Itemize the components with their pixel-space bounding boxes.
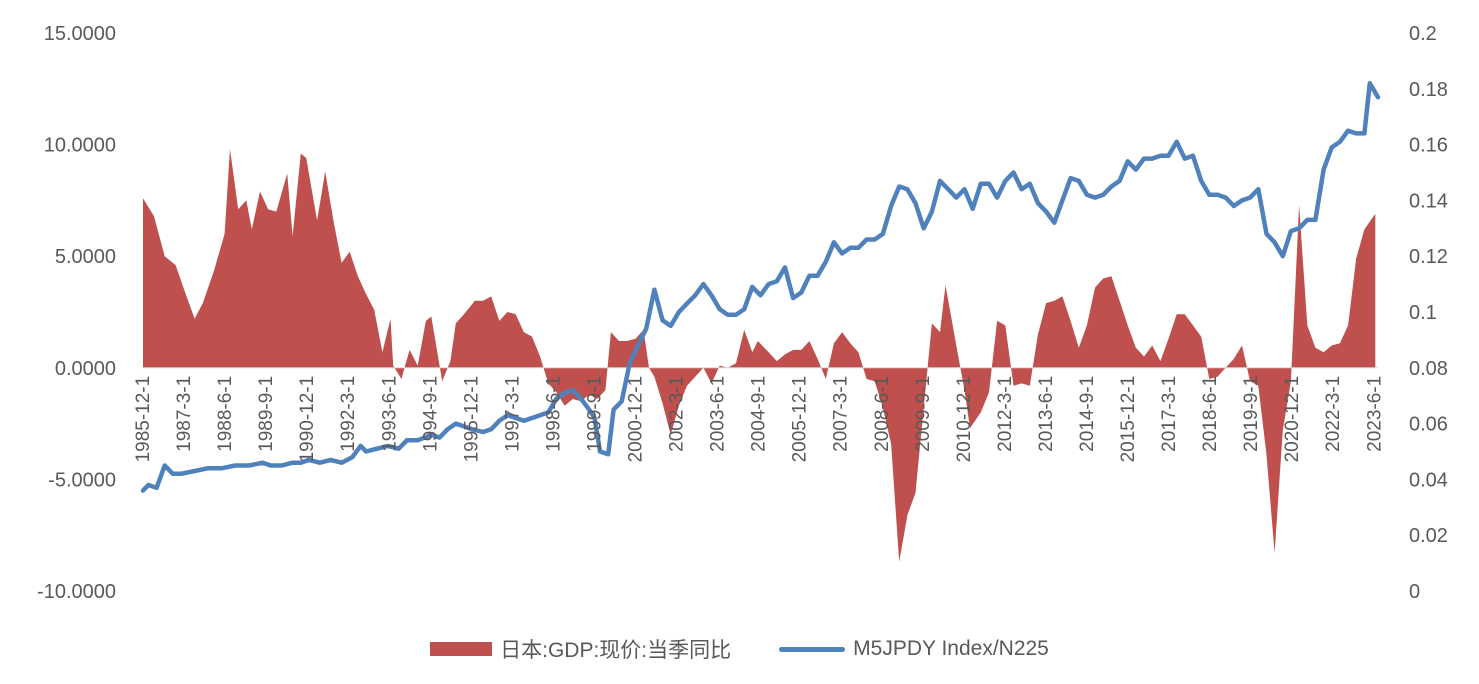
- x-tick-label: 2012-3-1: [995, 376, 1016, 452]
- x-tick-label: 1988-6-1: [215, 376, 236, 452]
- x-tick-label: 1985-12-1: [133, 376, 154, 463]
- x-tick-label: 2015-12-1: [1118, 376, 1139, 463]
- gdp-area: [143, 149, 1376, 562]
- left-tick-label: 15.0000: [44, 23, 116, 45]
- x-tick-label: 2002-3-1: [667, 376, 688, 452]
- x-tick-label: 1995-12-1: [461, 376, 482, 463]
- x-tick-label: 1990-12-1: [297, 376, 318, 463]
- legend: 日本:GDP:现价:当季同比 M5JPDY Index/N225: [0, 634, 1479, 664]
- legend-item-gdp[interactable]: 日本:GDP:现价:当季同比: [430, 634, 731, 664]
- right-tick-label: 0.2: [1409, 23, 1437, 45]
- right-tick-label: 0: [1409, 581, 1420, 603]
- x-tick-label: 1998-6-1: [543, 376, 564, 452]
- right-tick-label: 0.06: [1409, 414, 1448, 436]
- x-tick-label: 1994-9-1: [420, 376, 441, 452]
- left-axis-ticks: -10.0000 -5.0000 0.0000 5.0000 10.0000 15.000…: [37, 23, 116, 603]
- ratio-line: [140, 80, 1381, 493]
- x-tick-label: 2013-6-1: [1036, 376, 1057, 452]
- legend-label-gdp: 日本:GDP:现价:当季同比: [500, 639, 732, 662]
- x-tick-label: 2010-12-1: [954, 376, 975, 463]
- x-tick-label: 1987-3-1: [174, 376, 195, 452]
- x-tick-label: 2022-3-1: [1323, 376, 1344, 452]
- right-tick-label: 0.04: [1409, 469, 1448, 491]
- x-tick-label: 2007-3-1: [831, 376, 852, 452]
- x-tick-label: 2019-9-1: [1241, 376, 1262, 452]
- legend-swatch-gdp: [430, 642, 493, 656]
- right-tick-label: 0.18: [1409, 79, 1448, 101]
- right-tick-label: 0.02: [1409, 525, 1448, 547]
- left-tick-label: 10.0000: [44, 135, 116, 157]
- x-tick-label: 2018-6-1: [1200, 376, 1221, 452]
- x-tick-label: 1999-9-1: [584, 376, 605, 452]
- left-tick-label: -5.0000: [48, 469, 116, 491]
- right-axis-ticks: 0 0.02 0.04 0.06 0.08 0.1 0.12 0.14 0.16 0.18 0.2: [1409, 23, 1448, 603]
- left-tick-label: 5.0000: [55, 246, 116, 268]
- x-tick-label: 2004-9-1: [749, 376, 770, 452]
- x-tick-label: 2003-6-1: [708, 376, 729, 452]
- left-tick-label: -10.0000: [37, 581, 116, 603]
- gdp-area-layer: [143, 149, 1376, 562]
- ratio-line-layer: [140, 80, 1381, 493]
- right-tick-label: 0.12: [1409, 246, 1448, 268]
- x-tick-label: 1993-6-1: [379, 376, 400, 452]
- right-tick-label: 0.16: [1409, 135, 1448, 157]
- left-tick-label: 0.0000: [55, 358, 116, 380]
- x-tick-label: 2020-12-1: [1282, 376, 1303, 463]
- legend-swatch-ratio: [779, 646, 846, 652]
- legend-item-ratio[interactable]: M5JPDY Index/N225: [779, 634, 1049, 664]
- x-tick-label: 1989-9-1: [256, 376, 277, 452]
- x-tick-label: 2008-6-1: [872, 376, 893, 452]
- right-tick-label: 0.1: [1409, 302, 1437, 324]
- legend-label-ratio: M5JPDY Index/N225: [853, 637, 1049, 660]
- x-tick-label: 2017-3-1: [1159, 376, 1180, 452]
- x-tick-label: 2005-12-1: [790, 376, 811, 463]
- x-tick-label: 1997-3-1: [502, 376, 523, 452]
- right-tick-label: 0.14: [1409, 190, 1448, 212]
- x-tick-label: 2009-9-1: [913, 376, 934, 452]
- x-tick-label: 1992-3-1: [338, 376, 359, 452]
- x-tick-label: 2014-9-1: [1077, 376, 1098, 452]
- x-axis-ticks: 1985-12-1 1987-3-1 1988-6-1 1989-9-1 1990-12…: [133, 376, 1385, 463]
- x-tick-label: 2023-6-1: [1364, 376, 1385, 452]
- right-tick-label: 0.08: [1409, 358, 1448, 380]
- x-tick-label: 2000-12-1: [626, 376, 647, 463]
